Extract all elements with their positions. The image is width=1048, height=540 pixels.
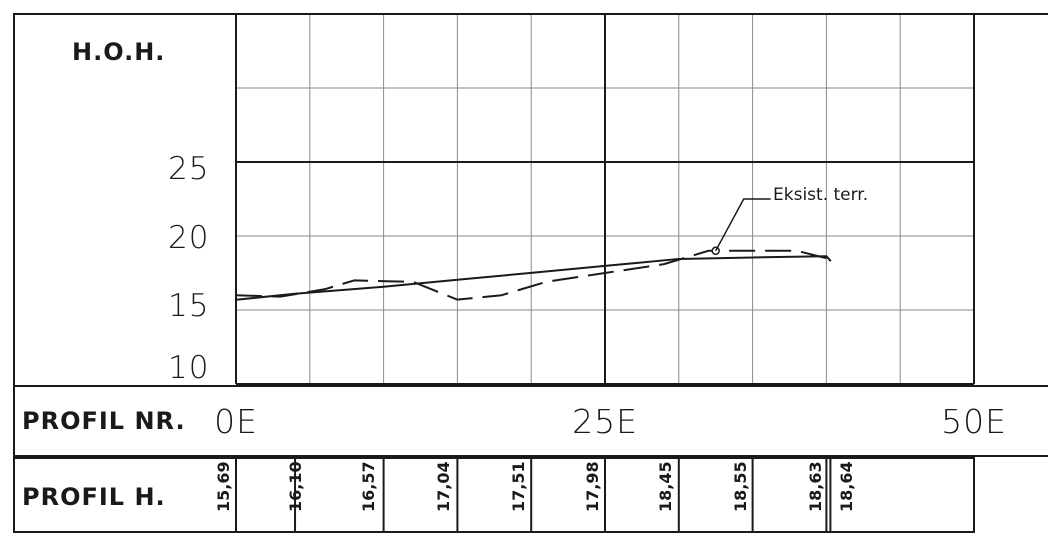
profile-height-cell: 17,04 xyxy=(434,461,453,512)
profile-height-cell: 15,69 xyxy=(214,461,233,512)
x-tick-label: 50E xyxy=(941,402,1007,441)
x-tick-label: 0E xyxy=(214,402,258,441)
profile-height-row xyxy=(13,457,975,533)
terrain-callout-label: Eksist. terr. xyxy=(773,185,869,205)
profile-height-cell: 18,64 xyxy=(837,461,856,512)
profile-height-cell: 18,63 xyxy=(806,461,825,512)
profile-number-label: PROFIL NR. xyxy=(22,407,186,435)
profile-height-cell: 17,51 xyxy=(509,461,528,512)
profile-height-cell: 18,55 xyxy=(731,461,750,512)
profile-height-cell: 16,10 xyxy=(286,461,305,512)
y-tick-label: 25 xyxy=(168,151,210,187)
profile-height-cell: 17,98 xyxy=(583,461,602,512)
y-axis-title: H.O.H. xyxy=(72,38,166,66)
profile-number-row xyxy=(13,385,1048,457)
x-tick-label: 25E xyxy=(572,402,638,441)
existing-terrain-line xyxy=(235,249,827,301)
profile-height-label: PROFIL H. xyxy=(22,483,166,511)
design-profile-line xyxy=(235,255,832,301)
y-tick-label: 15 xyxy=(168,288,210,324)
y-tick-label: 20 xyxy=(168,220,210,256)
profile-height-cell: 16,57 xyxy=(359,461,378,512)
profile-height-cell: 18,45 xyxy=(656,461,675,512)
callout-leader xyxy=(715,198,771,252)
y-tick-label: 10 xyxy=(168,350,210,386)
